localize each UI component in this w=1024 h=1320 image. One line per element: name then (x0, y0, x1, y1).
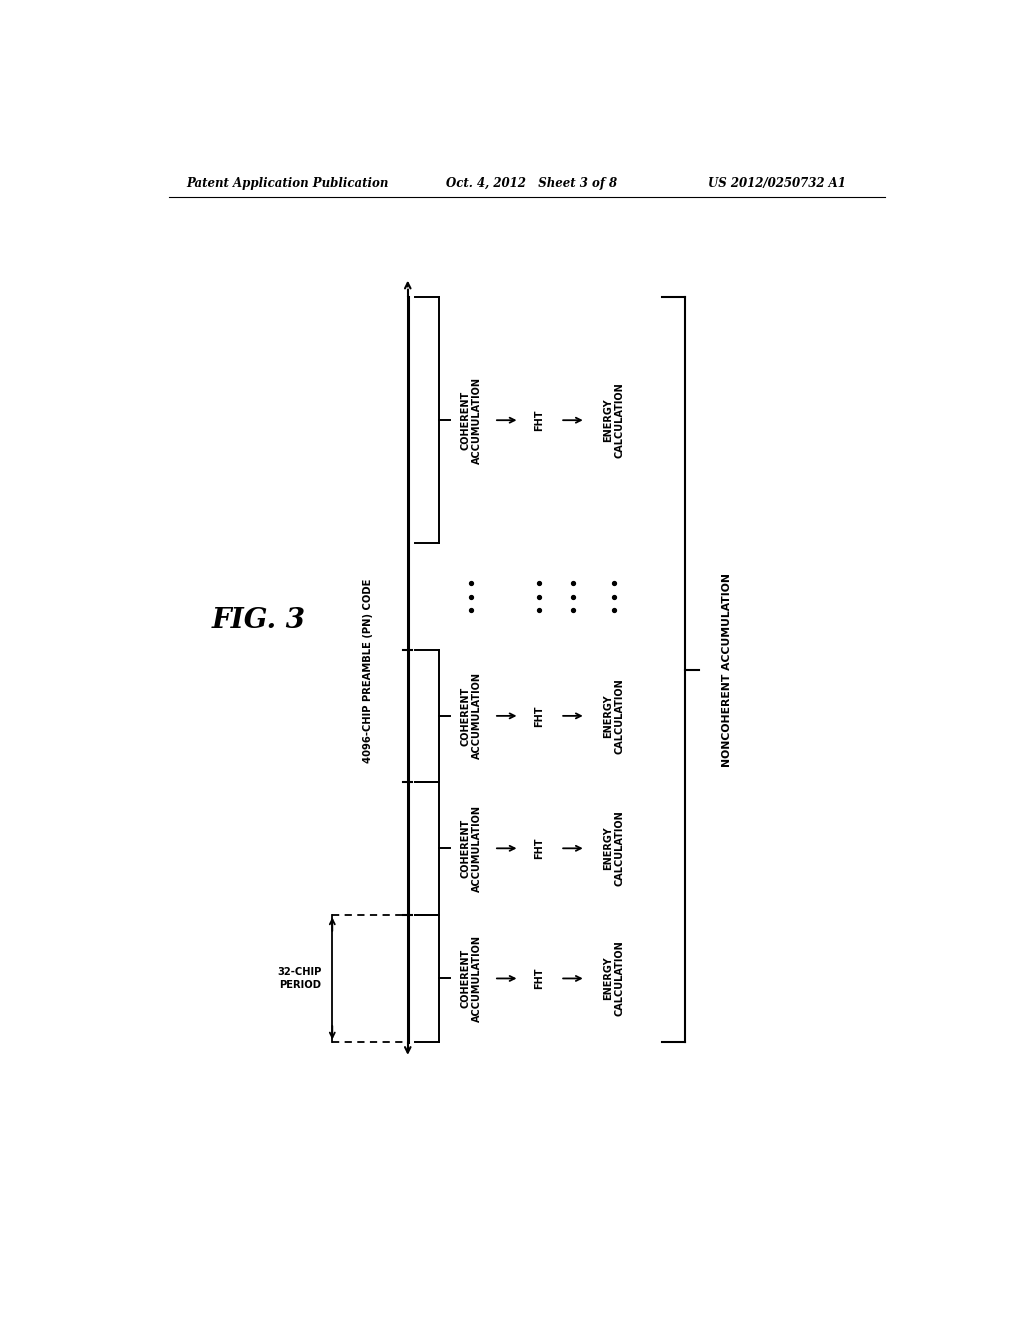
Text: US 2012/0250732 A1: US 2012/0250732 A1 (708, 177, 846, 190)
Text: ENERGY
CALCULATION: ENERGY CALCULATION (603, 941, 625, 1016)
Text: COHERENT
ACCUMULATION: COHERENT ACCUMULATION (460, 672, 481, 759)
Text: COHERENT
ACCUMULATION: COHERENT ACCUMULATION (460, 376, 481, 463)
Text: ENERGY
CALCULATION: ENERGY CALCULATION (603, 678, 625, 754)
Text: 32-CHIP
PERIOD: 32-CHIP PERIOD (278, 968, 323, 990)
Text: FIG. 3: FIG. 3 (211, 607, 305, 634)
Text: ENERGY
CALCULATION: ENERGY CALCULATION (603, 383, 625, 458)
Text: ENERGY
CALCULATION: ENERGY CALCULATION (603, 810, 625, 886)
Text: Patent Application Publication: Patent Application Publication (186, 177, 388, 190)
Text: FHT: FHT (534, 705, 544, 726)
Text: FHT: FHT (534, 838, 544, 859)
Text: 4096-CHIP PREAMBLE (PN) CODE: 4096-CHIP PREAMBLE (PN) CODE (362, 578, 373, 763)
Text: COHERENT
ACCUMULATION: COHERENT ACCUMULATION (460, 935, 481, 1022)
Text: FHT: FHT (534, 409, 544, 430)
Text: FHT: FHT (534, 968, 544, 989)
Text: COHERENT
ACCUMULATION: COHERENT ACCUMULATION (460, 805, 481, 892)
Text: Oct. 4, 2012   Sheet 3 of 8: Oct. 4, 2012 Sheet 3 of 8 (446, 177, 617, 190)
Text: NONCOHERENT ACCUMULATION: NONCOHERENT ACCUMULATION (722, 573, 732, 767)
